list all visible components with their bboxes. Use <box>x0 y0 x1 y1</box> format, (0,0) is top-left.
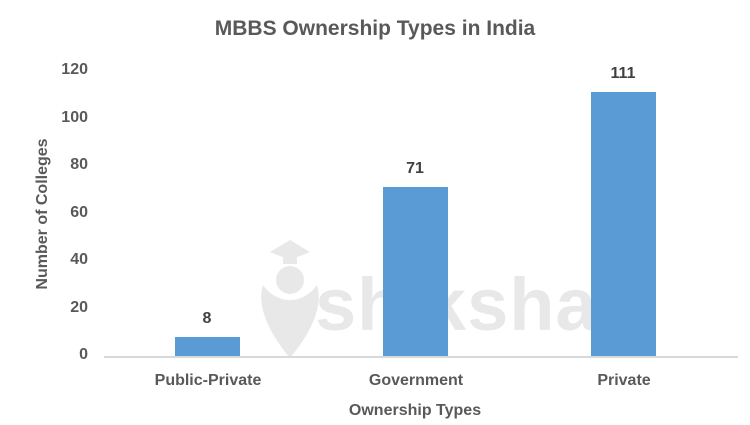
y-tick: 60 <box>70 204 88 221</box>
data-label: 71 <box>406 160 424 177</box>
x-axis-line <box>104 356 738 358</box>
data-label: 111 <box>610 65 636 82</box>
x-axis-label: Ownership Types <box>348 402 482 419</box>
y-tick: 120 <box>61 61 88 78</box>
y-tick: 0 <box>79 346 88 363</box>
y-tick: 20 <box>70 299 88 316</box>
graduate-logo-icon <box>261 240 319 358</box>
y-tick: 80 <box>70 156 88 173</box>
x-tick: Private <box>597 372 651 389</box>
data-label: 8 <box>202 310 212 327</box>
y-tick: 100 <box>61 109 88 126</box>
x-tick: Public-Private <box>154 372 262 389</box>
x-tick: Government <box>368 372 464 389</box>
y-tick: 40 <box>70 251 88 268</box>
bar-public-private <box>175 337 240 356</box>
y-axis-label: Number of Colleges <box>34 138 51 290</box>
chart-title: MBBS Ownership Types in India <box>214 17 536 40</box>
bar-government <box>383 187 448 356</box>
watermark-text: shiksha <box>315 263 598 346</box>
bar-private <box>591 92 656 356</box>
